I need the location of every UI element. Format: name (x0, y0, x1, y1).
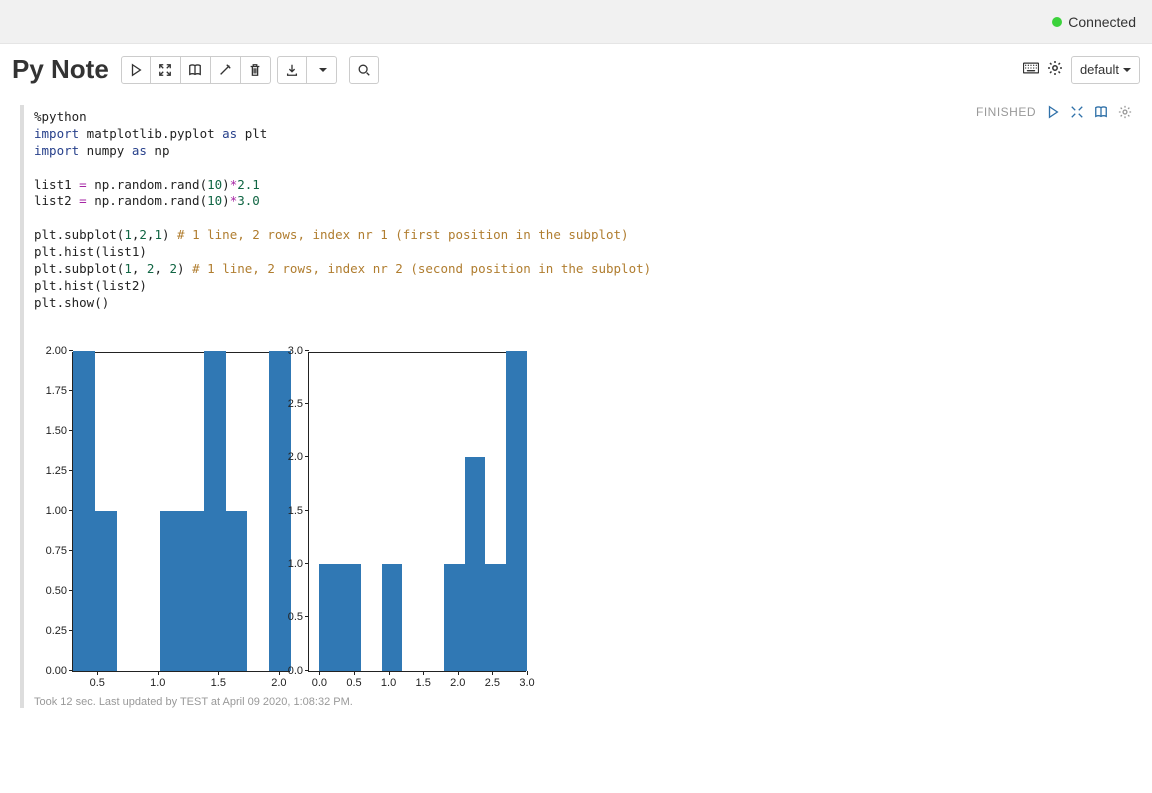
ytick-label: 2.5 (288, 398, 309, 410)
paragraph-status: FINISHED (976, 105, 1036, 119)
collapse-icon (158, 63, 172, 77)
export-button[interactable] (277, 56, 307, 84)
ytick-label: 0.75 (46, 545, 73, 557)
connection-dot-icon (1052, 17, 1062, 27)
histogram-bar (95, 511, 117, 671)
code-editor[interactable]: %python import matplotlib.pyplot as plt … (34, 109, 1132, 312)
export-button-group (277, 56, 337, 84)
ytick-label: 2.0 (288, 451, 309, 463)
ytick-label: 0.0 (288, 665, 309, 677)
gear-icon (1047, 60, 1063, 76)
paragraph-controls: FINISHED (976, 105, 1132, 119)
ytick-label: 2.00 (46, 345, 73, 357)
histogram-bar (182, 511, 204, 671)
histogram-bar (319, 564, 340, 671)
chart-output: 0.00 0.25 0.50 0.75 1.00 1.25 1.50 1.75 2.00 0.5 1… (34, 312, 1132, 682)
histogram-bar (204, 351, 226, 671)
histogram-bar (444, 564, 465, 671)
play-icon[interactable] (1046, 105, 1060, 119)
ytick-label: 0.25 (46, 625, 73, 637)
search-icon (357, 63, 371, 77)
histogram-bar (226, 511, 248, 671)
histogram-bar (340, 564, 361, 671)
notebook-toolbar: Py Note (0, 44, 1152, 93)
ytick-label: 1.00 (46, 505, 73, 517)
paragraph-footer: Took 12 sec. Last updated by TEST at Apr… (34, 682, 1132, 708)
show-hide-code-button[interactable] (151, 56, 181, 84)
ytick-label: 1.25 (46, 465, 73, 477)
eraser-icon (218, 63, 232, 77)
export-dropdown-button[interactable] (307, 56, 337, 84)
subplot-1: 0.000.250.500.751.001.251.501.752.000.51… (72, 352, 290, 672)
histogram-bar (160, 511, 182, 671)
ytick-label: 1.50 (46, 425, 73, 437)
interpreter-select[interactable]: default (1071, 56, 1140, 84)
interpreter-settings-button[interactable] (1047, 60, 1063, 79)
search-button[interactable] (349, 56, 379, 84)
histogram-bar (465, 457, 486, 670)
run-all-button[interactable] (121, 56, 151, 84)
ytick-label: 0.00 (46, 665, 73, 677)
histogram-bar (506, 351, 527, 671)
collapse-icon[interactable] (1070, 105, 1084, 119)
book-icon (188, 63, 202, 77)
trash-icon (248, 63, 262, 77)
book-icon[interactable] (1094, 105, 1108, 119)
clear-output-button[interactable] (211, 56, 241, 84)
histogram-bar (382, 564, 403, 671)
histogram-bar (485, 564, 506, 671)
keyboard-shortcuts-button[interactable] (1023, 60, 1039, 79)
ytick-label: 0.5 (288, 611, 309, 623)
ytick-label: 3.0 (288, 345, 309, 357)
gear-icon[interactable] (1118, 105, 1132, 119)
ytick-label: 0.50 (46, 585, 73, 597)
clear-notebook-button[interactable] (241, 56, 271, 84)
download-icon (285, 63, 299, 77)
connection-status: Connected (1052, 14, 1136, 30)
top-status-bar: Connected (0, 0, 1152, 44)
ytick-label: 1.75 (46, 385, 73, 397)
interpreter-select-label: default (1080, 62, 1119, 77)
play-icon (129, 63, 143, 77)
ytick-label: 1.0 (288, 558, 309, 570)
keyboard-icon (1023, 60, 1039, 76)
run-button-group (121, 56, 271, 84)
connection-label: Connected (1068, 14, 1136, 30)
histogram-bar (73, 351, 95, 671)
ytick-label: 1.5 (288, 505, 309, 517)
paragraph-cell[interactable]: FINISHED %python import matplotlib.pyplo… (20, 105, 1132, 708)
subplot-2: 0.00.51.01.52.02.53.00.00.51.01.52.02.53… (308, 352, 526, 672)
show-hide-output-button[interactable] (181, 56, 211, 84)
notebook-title: Py Note (12, 54, 109, 85)
